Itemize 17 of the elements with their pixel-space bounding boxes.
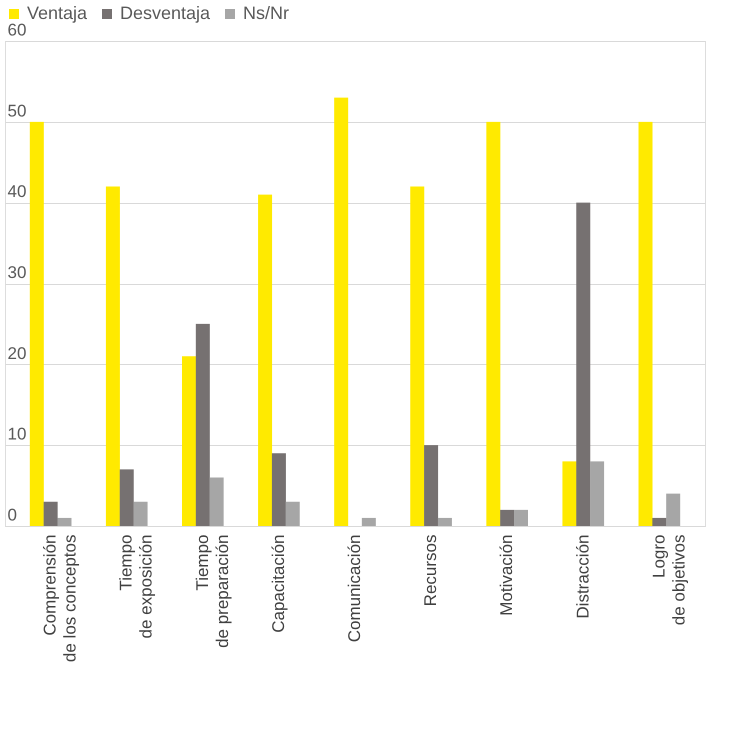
x-tick-label: Capacitación — [268, 534, 288, 633]
x-tick-label: Motivación — [497, 534, 516, 616]
x-tick-label: Distracción — [573, 534, 592, 619]
legend-label: Ns/Nr — [243, 3, 289, 23]
x-tick-label: Comprensión de los conceptos — [40, 534, 80, 662]
y-tick-label: 40 — [8, 182, 26, 202]
y-tick-label: 20 — [8, 344, 26, 363]
x-tick-label: Comunicación — [345, 534, 364, 642]
y-tick-label: 0 — [8, 506, 17, 524]
legend-label: Ventaja — [27, 3, 88, 23]
legend-label: Desventaja — [120, 3, 212, 23]
y-tick-label: 50 — [8, 101, 26, 120]
y-tick-label: 60 — [8, 20, 26, 40]
y-tick-label: 30 — [8, 263, 26, 282]
x-tick-label: Logro de objetivos — [649, 534, 688, 626]
y-tick-label: 10 — [8, 424, 26, 444]
x-tick-label: Recursos — [421, 534, 440, 606]
